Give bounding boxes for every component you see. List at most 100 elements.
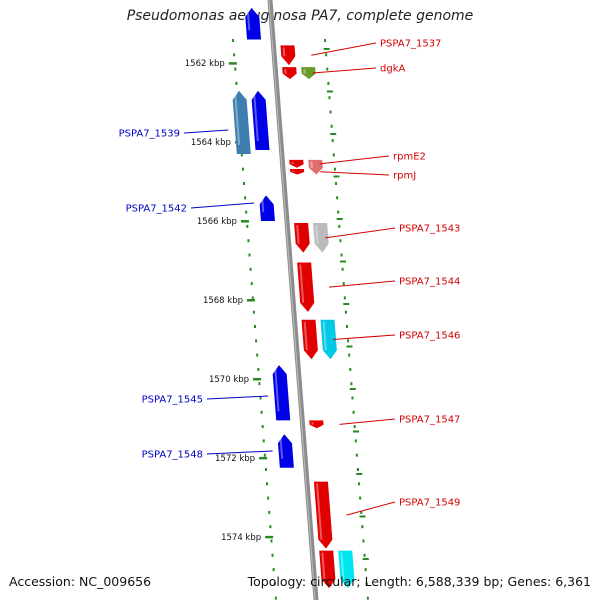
gene-arrow[interactable] <box>277 434 294 468</box>
tick-dot <box>262 439 265 443</box>
gene-arrow[interactable] <box>309 420 324 429</box>
gene-arrow-shine <box>299 264 305 303</box>
tick-dot <box>261 425 264 429</box>
tick-dot <box>338 224 341 228</box>
gene-pspa7_1544[interactable] <box>297 262 315 312</box>
gene-arrow[interactable] <box>272 365 291 421</box>
gene-arrow[interactable] <box>289 159 304 168</box>
gene-arrow[interactable] <box>313 481 333 549</box>
gene-pspa7_1546b[interactable] <box>320 319 337 360</box>
label-leader-line <box>183 129 229 134</box>
tick-dot <box>260 410 263 414</box>
tick-dot <box>340 253 343 257</box>
gene-rpmj[interactable] <box>289 168 305 175</box>
gene-label[interactable]: PSPA7_1544 <box>399 277 460 288</box>
gene-pspa7_1546[interactable] <box>301 319 318 360</box>
tick-dot <box>345 325 348 328</box>
tick-dot <box>364 568 367 572</box>
gene-arrow[interactable] <box>301 319 318 360</box>
gene-pspa7_1550[interactable] <box>319 550 336 589</box>
gene-label[interactable]: dgkA <box>380 64 405 75</box>
tick-dot <box>348 353 351 357</box>
gene-pspa7_1543b[interactable] <box>313 223 329 253</box>
gene-dgka[interactable] <box>282 67 297 79</box>
tick-dot <box>240 153 243 157</box>
kbp-label: 1566 kbp <box>197 217 237 227</box>
tick-dash <box>343 303 350 305</box>
gene-arrow[interactable] <box>251 90 270 150</box>
tick-dot <box>258 382 261 386</box>
kbp-tick <box>228 62 237 65</box>
tick-dot <box>325 53 328 57</box>
gene-arrow[interactable] <box>308 159 323 175</box>
tick-dot <box>259 396 262 400</box>
gene-arrow-shine <box>315 224 319 244</box>
gene-rpme2[interactable] <box>289 159 304 168</box>
tick-dot <box>272 568 275 572</box>
tick-dot <box>356 468 359 471</box>
gene-pspa7_1538[interactable] <box>301 67 316 79</box>
tick-dot <box>270 539 273 543</box>
gene-label[interactable]: PSPA7_1548 <box>142 450 203 461</box>
gene-label[interactable]: PSPA7_1542 <box>126 204 187 215</box>
tick-dot <box>256 353 259 357</box>
gene-arrow[interactable] <box>301 67 316 79</box>
gene-label[interactable]: PSPA7_1543 <box>399 224 460 235</box>
gene-pspa7_1536[interactable] <box>245 7 262 40</box>
gene-arrow[interactable] <box>245 7 262 40</box>
gene-pspa7_1541[interactable] <box>308 159 323 175</box>
gene-arrow[interactable] <box>297 262 315 312</box>
gene-arrow[interactable] <box>313 223 329 253</box>
tick-dash <box>330 133 337 135</box>
tick-dot <box>271 553 274 557</box>
tick-dot <box>234 67 237 71</box>
gene-arrow-shine <box>322 321 327 351</box>
gene-pspa7_1545[interactable] <box>272 365 291 421</box>
tick-dot <box>252 310 255 314</box>
label-leader-line <box>190 202 255 209</box>
tick-dash <box>349 388 356 390</box>
gene-arrow[interactable] <box>259 195 275 222</box>
gene-pspa7_1547[interactable] <box>309 420 324 429</box>
gene-arrow[interactable] <box>319 550 336 589</box>
gene-pspa7_1548[interactable] <box>277 434 294 468</box>
gene-label[interactable]: PSPA7_1547 <box>399 415 460 426</box>
map-title: Pseudomonas aeruginosa PA7, complete gen… <box>126 8 474 24</box>
tick-dot <box>331 139 334 143</box>
tick-dot <box>332 153 335 157</box>
gene-pspa7_1537[interactable] <box>280 45 296 66</box>
gene-pspa7_1540[interactable] <box>251 90 270 150</box>
gene-pspa7_1543[interactable] <box>294 223 310 253</box>
gene-arrow[interactable] <box>282 67 297 79</box>
tick-dot <box>339 239 342 243</box>
gene-label[interactable]: rpmE2 <box>393 152 426 163</box>
gene-pspa7_1539[interactable] <box>232 90 251 154</box>
gene-arrow[interactable] <box>320 319 337 360</box>
gene-label[interactable]: PSPA7_1537 <box>380 39 441 50</box>
tick-dot <box>257 367 260 371</box>
kbp-label: 1572 kbp <box>215 454 255 464</box>
gene-pspa7_1542[interactable] <box>259 195 275 222</box>
tick-dot <box>344 310 347 314</box>
gene-arrow[interactable] <box>280 45 296 66</box>
gene-pspa7_1549[interactable] <box>313 481 333 549</box>
right-tick-track <box>323 39 369 600</box>
tick-dot <box>263 453 266 457</box>
gene-arrow[interactable] <box>338 550 355 589</box>
gene-label[interactable]: PSPA7_1545 <box>142 395 203 406</box>
tick-dot <box>274 596 277 600</box>
gene-arrow-shine <box>274 367 280 412</box>
gene-arrow[interactable] <box>294 223 310 253</box>
tick-dash <box>346 345 353 348</box>
tick-dot <box>245 210 248 214</box>
gene-pspa7_1550b[interactable] <box>338 550 355 589</box>
gene-arrow[interactable] <box>289 168 305 175</box>
gene-label[interactable]: rpmJ <box>393 171 416 182</box>
gene-label[interactable]: PSPA7_1546 <box>399 331 460 342</box>
gene-label[interactable]: PSPA7_1539 <box>119 129 180 140</box>
gene-label[interactable]: PSPA7_1549 <box>399 498 460 509</box>
gene-arrow[interactable] <box>232 90 251 154</box>
gene-arrow-shine <box>253 92 259 142</box>
